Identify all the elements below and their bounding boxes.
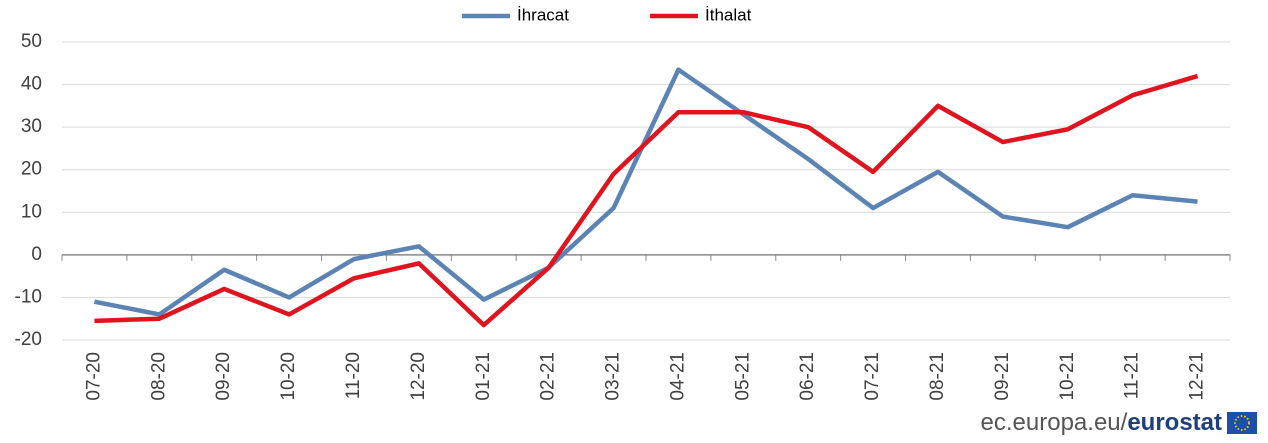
legend-label: İhracat — [517, 5, 569, 24]
x-tick-label: 08-20 — [148, 352, 169, 401]
x-tick-label: 12-20 — [408, 352, 429, 401]
x-tick-label: 11-21 — [1122, 352, 1143, 399]
x-tick-label: 07-20 — [83, 352, 104, 401]
source-site: ec.europa.eu/ — [981, 409, 1128, 436]
y-tick-label: 0 — [31, 244, 42, 265]
x-tick-label: 08-21 — [927, 352, 948, 401]
x-tick-label: 02-21 — [538, 352, 559, 401]
x-tick-label: 07-21 — [862, 352, 883, 401]
x-tick-label: 04-21 — [667, 352, 688, 401]
x-tick-label: 01-21 — [473, 352, 494, 401]
x-tick-label: 09-21 — [992, 352, 1013, 401]
y-tick-label: 30 — [21, 116, 42, 137]
flag-field — [1227, 412, 1257, 434]
x-tick-label: 10-21 — [1057, 352, 1078, 401]
y-tick-label: -10 — [15, 286, 42, 307]
x-tick-label: 09-20 — [213, 352, 234, 401]
series-line — [94, 73, 1199, 328]
source-brand: eurostat — [1127, 409, 1222, 436]
y-tick-label: 10 — [21, 201, 42, 222]
x-tick-label: 05-21 — [732, 352, 753, 401]
x-tick-label: 12-21 — [1187, 352, 1208, 401]
y-tick-label: 50 — [21, 31, 42, 52]
y-tick-label: 40 — [21, 74, 42, 95]
x-tick-label: 03-21 — [603, 352, 624, 401]
x-tick-label: 06-21 — [797, 352, 818, 401]
y-tick-label: 20 — [21, 159, 42, 180]
flag-stars — [1234, 415, 1250, 431]
series-line — [94, 67, 1198, 317]
y-tick-label: -20 — [15, 329, 42, 350]
source: ec.europa.eu/eurostat — [981, 409, 1222, 436]
eu-flag — [1227, 412, 1257, 434]
legend-label: İthalat — [705, 5, 752, 24]
x-tick-label: 10-20 — [278, 352, 299, 401]
x-tick-label: 11-20 — [343, 352, 364, 399]
